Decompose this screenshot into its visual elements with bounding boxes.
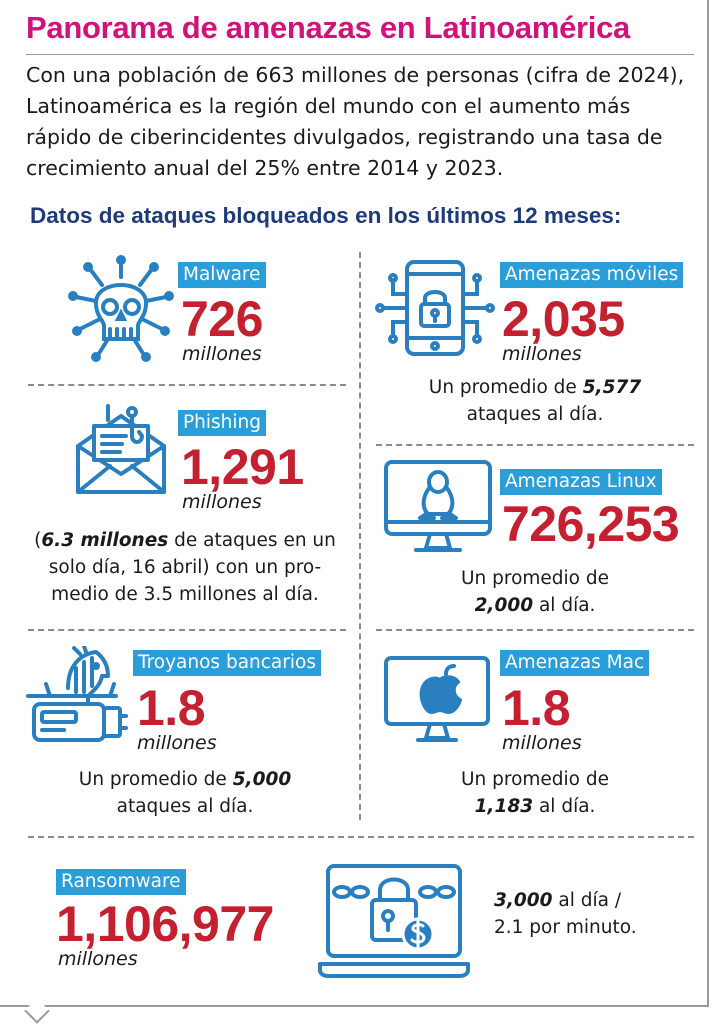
intro-paragraph: Con una población de 663 millones de per… <box>26 63 685 180</box>
ransomware-value: 1,106,977 <box>56 896 274 952</box>
mobile-note-figure: 5,577 <box>582 377 642 398</box>
ransomware-note-text: al día / <box>552 890 622 911</box>
mac-label: Amenazas Mac <box>500 650 650 676</box>
mac-value: 1.8 <box>502 680 571 736</box>
banking-trojan-unit: millones <box>137 732 217 754</box>
mobile-note: Un promedio de 5,577 ataques al día. <box>376 374 694 428</box>
card-frame <box>0 0 709 1007</box>
row-divider <box>28 384 346 386</box>
mobile-note-text: Un promedio de <box>428 377 583 398</box>
trojan-horse-card-icon <box>24 646 130 746</box>
banking-trojan-label: Troyanos bancarios <box>133 650 321 676</box>
row-divider <box>376 444 694 446</box>
phishing-note: (6.3 millones de ataques en un solo día,… <box>26 527 344 608</box>
banking-note-figure: 5,000 <box>232 769 292 790</box>
malware-unit: millones <box>182 343 262 365</box>
ransomware-unit: millones <box>58 948 138 970</box>
phishing-unit: millones <box>182 491 262 513</box>
linux-label: Amenazas Linux <box>500 469 662 495</box>
mobile-note-text: ataques al día. <box>466 404 604 425</box>
mobile-unit: millones <box>502 343 582 365</box>
phishing-label: Phishing <box>178 410 266 436</box>
phishing-note-text: ( <box>34 530 42 551</box>
linux-note-text: al día. <box>533 595 596 616</box>
phishing-note-text: de ataques en un solo día, 16 abril) con… <box>48 530 336 605</box>
phishing-envelope-icon <box>72 402 170 498</box>
section-subheading: Datos de ataques bloqueados en los últim… <box>30 203 622 228</box>
linux-note: Un promedio de 2,000 al día. <box>376 565 694 619</box>
skull-virus-icon <box>66 255 176 363</box>
title-divider <box>26 54 694 55</box>
column-divider <box>359 252 361 820</box>
mac-note-text: al día. <box>533 796 596 817</box>
row-divider <box>28 629 346 631</box>
malware-value: 726 <box>181 291 263 347</box>
monitor-apple-icon <box>382 654 492 744</box>
smartphone-lock-icon <box>373 258 497 358</box>
linux-value: 726,253 <box>502 496 680 552</box>
ransomware-note-text: 2.1 por minuto. <box>494 917 637 938</box>
mac-note: Un promedio de 1,183 al día. <box>376 766 694 820</box>
ransomware-note: 3,000 al día / 2.1 por minuto. <box>494 887 694 941</box>
linux-note-text: Un promedio de <box>460 568 610 589</box>
banking-note-text: Un promedio de <box>78 769 233 790</box>
banking-note-text: ataques al día. <box>116 796 254 817</box>
mobile-label: Amenazas móviles <box>500 262 684 288</box>
phishing-note-figure: 6.3 millones <box>41 530 169 551</box>
laptop-lock-dollar-icon <box>318 862 470 978</box>
page-title: Panorama de amenazas en Latinoamérica <box>26 10 630 45</box>
malware-label: Malware <box>178 262 266 288</box>
mac-note-text: Un promedio de <box>460 769 610 790</box>
phishing-value: 1,291 <box>181 439 304 495</box>
mac-note-figure: 1,183 <box>474 796 534 817</box>
row-divider <box>376 629 694 631</box>
monitor-linux-icon <box>382 458 494 558</box>
mac-unit: millones <box>502 732 582 754</box>
banking-trojan-value: 1.8 <box>137 680 206 736</box>
banking-trojan-note: Un promedio de 5,000 ataques al día. <box>26 766 344 820</box>
row-divider <box>28 836 694 838</box>
ransomware-label: Ransomware <box>56 869 186 895</box>
linux-note-figure: 2,000 <box>474 595 534 616</box>
mobile-value: 2,035 <box>502 291 625 347</box>
ransomware-note-figure: 3,000 <box>494 890 553 911</box>
